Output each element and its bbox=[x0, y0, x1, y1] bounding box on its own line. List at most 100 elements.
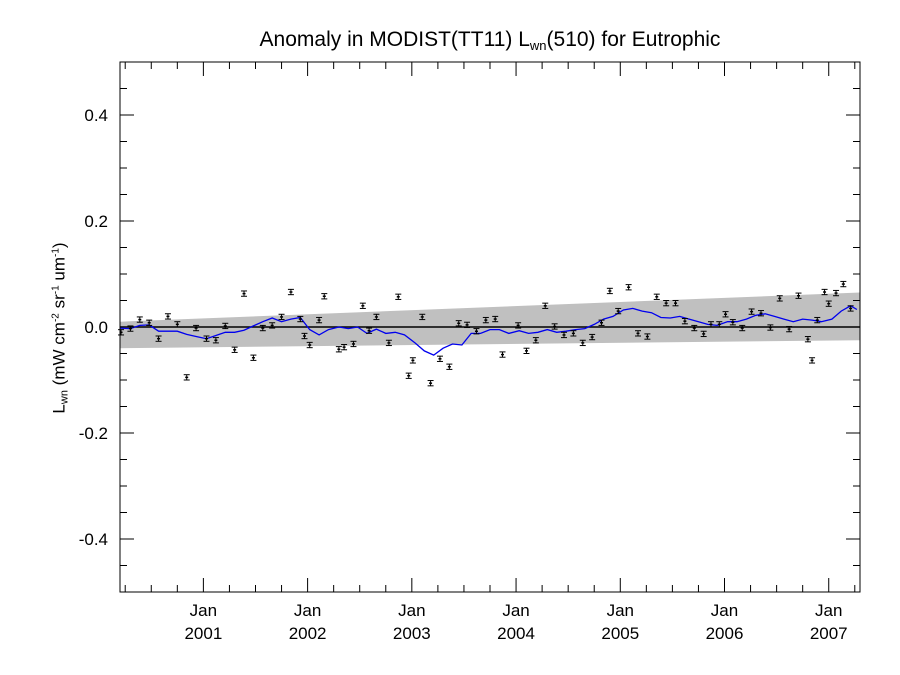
data-point bbox=[278, 313, 285, 321]
data-point bbox=[814, 316, 821, 324]
data-point bbox=[155, 335, 162, 342]
x-tick-year-label: 2002 bbox=[289, 624, 327, 643]
data-point bbox=[405, 372, 412, 379]
data-point bbox=[482, 316, 489, 324]
data-point bbox=[359, 302, 366, 309]
data-point bbox=[672, 300, 679, 307]
x-tick-month-label: Jan bbox=[502, 601, 529, 620]
y-tick-label: -0.2 bbox=[79, 424, 108, 443]
x-tick-month-label: Jan bbox=[294, 601, 321, 620]
data-point bbox=[748, 308, 755, 315]
data-point bbox=[427, 380, 434, 387]
data-point bbox=[598, 319, 605, 326]
data-point bbox=[464, 321, 471, 329]
data-point bbox=[193, 324, 200, 332]
data-point bbox=[419, 313, 426, 321]
smoothed-line-layer bbox=[119, 305, 858, 356]
data-point bbox=[341, 343, 348, 351]
axes-layer: 0.4 0.2 0.0 -0.2 -0.4 Jan 2001 Jan 2002 Jan 2003 Ja… bbox=[79, 61, 861, 643]
data-point bbox=[681, 318, 688, 325]
data-point bbox=[722, 311, 729, 318]
data-point bbox=[366, 327, 373, 334]
data-point bbox=[287, 288, 294, 296]
data-point bbox=[729, 319, 736, 326]
uncertainty-band-layer bbox=[120, 292, 860, 349]
data-point bbox=[579, 339, 586, 347]
x-tick-month-label: Jan bbox=[815, 601, 842, 620]
x-tick-month-label: Jan bbox=[398, 601, 425, 620]
data-point bbox=[606, 287, 613, 295]
data-point bbox=[523, 347, 530, 354]
data-point bbox=[515, 322, 522, 329]
smoothed-anomaly-line bbox=[119, 305, 858, 356]
data-point bbox=[542, 302, 549, 309]
data-point bbox=[297, 315, 304, 323]
data-point bbox=[250, 354, 257, 361]
data-point bbox=[306, 341, 313, 349]
data-point bbox=[316, 316, 323, 324]
x-tick-year-label: 2007 bbox=[810, 624, 848, 643]
data-point bbox=[136, 316, 143, 323]
data-point bbox=[625, 284, 632, 291]
y-tick-label: 0.2 bbox=[84, 212, 108, 231]
errorbar-points-layer bbox=[118, 280, 854, 387]
data-point bbox=[570, 330, 577, 337]
data-point bbox=[436, 355, 443, 362]
data-point bbox=[350, 340, 357, 348]
data-point bbox=[757, 310, 764, 317]
data-point bbox=[174, 321, 181, 328]
data-point bbox=[809, 357, 816, 364]
data-point bbox=[499, 351, 506, 358]
data-point bbox=[786, 325, 793, 333]
x-tick-year-label: 2003 bbox=[393, 624, 431, 643]
data-point bbox=[222, 322, 229, 330]
y-tick-label: 0.0 bbox=[84, 318, 108, 337]
data-point bbox=[700, 330, 707, 338]
data-point bbox=[691, 324, 698, 332]
chart-title: Anomaly in MODIST(TT11) Lwn(510) for Eut… bbox=[259, 28, 721, 53]
data-point bbox=[301, 332, 308, 340]
x-tick-month-label: Jan bbox=[711, 601, 738, 620]
data-point bbox=[561, 331, 567, 339]
data-point bbox=[653, 293, 660, 300]
data-point bbox=[847, 305, 854, 312]
x-tick-year-label: 2005 bbox=[601, 624, 639, 643]
data-point bbox=[707, 321, 714, 328]
data-point bbox=[241, 290, 248, 297]
data-point bbox=[183, 374, 190, 381]
y-tick-label: 0.4 bbox=[84, 106, 108, 125]
data-point bbox=[446, 363, 453, 370]
data-point bbox=[776, 295, 783, 302]
data-point bbox=[231, 346, 238, 353]
x-tick-year-label: 2004 bbox=[497, 624, 535, 643]
data-point bbox=[716, 321, 723, 328]
y-tick-label: -0.4 bbox=[79, 530, 108, 549]
x-tick-year-label: 2006 bbox=[706, 624, 744, 643]
data-point bbox=[146, 319, 153, 326]
data-point bbox=[259, 324, 266, 332]
x-tick-month-label: Jan bbox=[190, 601, 217, 620]
data-point bbox=[321, 293, 328, 300]
data-point bbox=[821, 288, 828, 296]
data-point bbox=[385, 339, 392, 347]
x-tick-month-label: Jan bbox=[607, 601, 634, 620]
data-point bbox=[833, 289, 840, 297]
data-point bbox=[825, 300, 832, 307]
data-point bbox=[615, 307, 622, 315]
data-point bbox=[373, 313, 380, 321]
data-point bbox=[164, 313, 171, 320]
data-point bbox=[644, 333, 651, 340]
data-point bbox=[804, 336, 811, 343]
x-tick-year-label: 2001 bbox=[184, 624, 222, 643]
data-point bbox=[395, 293, 402, 300]
data-point bbox=[455, 320, 462, 327]
data-point bbox=[663, 300, 670, 307]
data-point bbox=[409, 357, 416, 364]
data-point bbox=[767, 324, 774, 331]
data-point bbox=[589, 333, 596, 341]
data-point bbox=[739, 324, 746, 332]
data-point bbox=[269, 322, 276, 329]
data-point bbox=[212, 337, 219, 344]
data-point bbox=[532, 337, 539, 344]
